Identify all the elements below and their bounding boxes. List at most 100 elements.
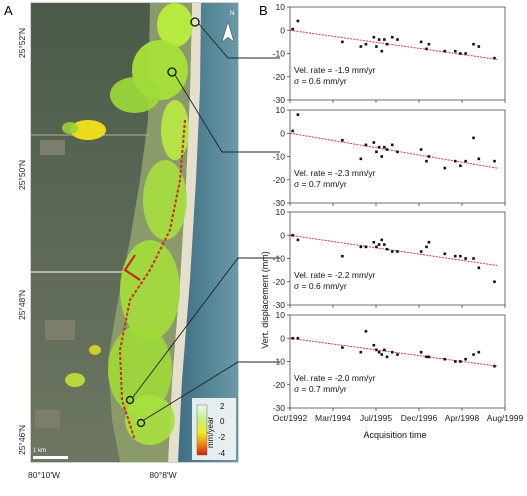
velocity-annotation: Vel. rate = -1.9 mm/yr	[294, 65, 376, 75]
velocity-patch	[110, 77, 160, 113]
lon-label: 80°8'W	[149, 470, 176, 480]
y-tick-label: 10	[276, 105, 286, 115]
data-point	[385, 355, 389, 359]
data-point	[385, 247, 389, 251]
lat-label: 25°52'N	[17, 28, 27, 58]
trend-line	[289, 234, 498, 266]
data-point	[383, 38, 386, 41]
data-point	[390, 143, 394, 147]
y-tick-label: 0	[280, 333, 285, 343]
data-point	[383, 145, 386, 149]
data-point	[477, 266, 481, 270]
data-point	[493, 159, 496, 163]
y-tick-label: 10	[276, 310, 286, 320]
data-point	[477, 350, 481, 354]
data-point	[459, 360, 462, 363]
timeseries-subplot-1: 10 0 -10 -20 -30 Vel. rate = -1.9 mm/yrσ = 0.…	[273, 2, 506, 105]
velocity-annotation: σ = 0.6 mm/yr	[294, 281, 347, 291]
data-point	[459, 254, 462, 258]
data-point	[380, 49, 384, 53]
velocity-patch	[70, 120, 106, 140]
colorbar: 2 0 -2 -4 mm/year	[192, 398, 236, 460]
velocity-patch	[125, 395, 175, 445]
insar-overlay	[62, 3, 193, 445]
subsidence-streak	[123, 254, 141, 281]
north-label: N	[230, 11, 234, 17]
sample-point-2	[167, 67, 177, 77]
panel-b-letter: B	[259, 3, 268, 18]
data-point	[425, 245, 428, 249]
data-point	[453, 360, 457, 363]
x-tick-label: Dec/1996	[401, 413, 438, 423]
x-tick-label: Mar/1994	[315, 413, 351, 423]
data-point	[385, 42, 389, 46]
velocity-patch	[157, 3, 193, 47]
bay-island	[40, 140, 65, 155]
data-point	[477, 45, 481, 48]
sample-point-1	[190, 17, 200, 27]
data-point	[296, 238, 300, 242]
data-point	[472, 42, 475, 46]
trend-line	[289, 337, 498, 367]
data-point	[372, 240, 376, 244]
data-point	[390, 250, 394, 253]
y-tick-label: -20	[273, 277, 286, 287]
data-point	[380, 155, 384, 158]
data-point	[377, 243, 381, 246]
data-point	[419, 40, 423, 44]
data-point	[364, 329, 368, 333]
velocity-patch	[65, 373, 85, 387]
data-point	[419, 148, 423, 151]
data-point	[472, 353, 475, 356]
velocity-annotation: Vel. rate = -2.2 mm/yr	[294, 270, 376, 280]
colorbar-tick: 2	[220, 402, 225, 411]
data-point	[291, 336, 294, 340]
velocity-patch	[120, 240, 180, 340]
data-point	[375, 150, 378, 154]
velocity-annotation: σ = 0.7 mm/yr	[294, 384, 347, 394]
plot-area	[289, 109, 506, 204]
panel-a-letter: A	[4, 3, 13, 18]
data-point	[493, 280, 496, 284]
data-point	[341, 40, 344, 44]
data-point	[341, 254, 344, 258]
y-tick-label: 10	[276, 207, 286, 217]
data-point	[427, 155, 431, 158]
velocity-patch	[108, 325, 172, 415]
data-point	[372, 35, 376, 39]
lat-label: 25°46'N	[17, 425, 27, 455]
data-point	[364, 42, 368, 46]
map-panel: N 2 0 -2 -4 mm/year 1 km	[30, 2, 280, 463]
velocity-annotation: Vel. rate = -2.3 mm/yr	[294, 168, 376, 178]
bay-island	[35, 410, 60, 428]
data-point	[296, 19, 300, 23]
data-point	[493, 364, 496, 368]
y-tick-label: -30	[273, 403, 286, 413]
y-tick-label: -10	[273, 152, 286, 162]
y-tick-label: -10	[273, 254, 286, 264]
x-tick-label: Aug/1999	[487, 413, 524, 423]
data-point	[377, 38, 381, 41]
data-point	[464, 257, 467, 260]
beach-strip	[168, 3, 201, 462]
data-point	[396, 353, 399, 356]
data-point	[341, 346, 344, 349]
plot-area	[289, 314, 506, 409]
data-point	[380, 238, 384, 242]
leader-line-2	[174, 74, 280, 153]
bay-island	[45, 320, 75, 340]
data-point	[377, 145, 381, 149]
data-point	[425, 355, 428, 359]
y-tick-label: 0	[280, 25, 285, 35]
velocity-annotation: σ = 0.7 mm/yr	[294, 179, 347, 189]
data-point	[359, 245, 363, 249]
y-tick-label: -30	[273, 300, 286, 310]
data-point	[419, 350, 423, 354]
velocity-patch	[62, 122, 78, 134]
y-tick-label: -10	[273, 49, 286, 59]
plot-area	[289, 211, 506, 306]
data-point	[372, 141, 376, 144]
data-point	[464, 52, 467, 55]
data-point	[383, 243, 386, 246]
